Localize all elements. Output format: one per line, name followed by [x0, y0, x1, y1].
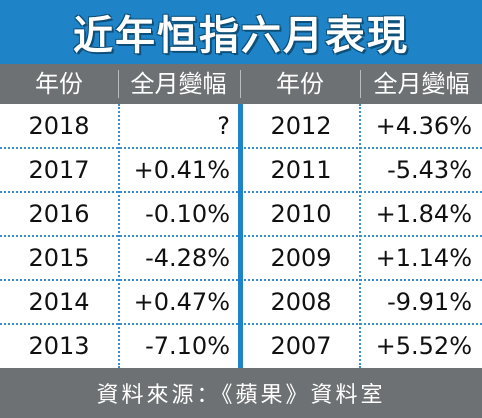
year-cell: 2011	[270, 156, 332, 184]
header-change-right: 全月變幅	[373, 70, 470, 98]
year-cell: 2015	[28, 244, 90, 272]
change-cell: +0.41%	[133, 156, 230, 184]
table-body: 2018? 2012 +4.36% 2017 +0.41% 2011 -5.43% 2016 -…	[0, 104, 482, 368]
change-cell: +0.47%	[133, 288, 230, 316]
header-divider	[240, 70, 241, 98]
header-year-left: 年份	[35, 70, 83, 98]
table-row: 2014 +0.47% 2008 -9.91%	[0, 280, 482, 324]
table-row: 2015 -4.28% 2009 +1.14%	[0, 236, 482, 280]
footer-bar: 資料來源：《蘋果》資料室	[0, 368, 482, 418]
table-row: 2013 -7.10% 2007 +5.52%	[0, 324, 482, 368]
year-cell: 2009	[270, 244, 332, 272]
chart-title: 近年恒指六月表現	[73, 13, 409, 59]
change-cell: -5.43%	[387, 156, 472, 184]
year-cell: 2018	[28, 112, 90, 140]
year-cell: 2008	[270, 288, 332, 316]
column-divider	[118, 104, 120, 368]
year-cell: 2017	[28, 156, 90, 184]
table-row: 2017 +0.41% 2011 -5.43%	[0, 148, 482, 192]
year-cell: 2016	[28, 200, 90, 228]
year-cell: 2010	[270, 200, 332, 228]
change-cell: -0.10%	[145, 200, 230, 228]
center-divider	[238, 104, 243, 368]
change-cell: -4.28%	[145, 244, 230, 272]
year-cell: 2007	[270, 332, 332, 360]
change-cell: +4.36%	[375, 112, 472, 140]
change-cell: ?	[217, 112, 230, 140]
header-change-left: 全月變幅	[130, 70, 227, 98]
year-cell: 2014	[28, 288, 90, 316]
table-header-row: 年份 全月變幅 年份 全月變幅	[0, 64, 482, 104]
table-row: 2018? 2012 +4.36%	[0, 104, 482, 148]
column-divider	[359, 104, 361, 368]
change-cell: -9.91%	[387, 288, 472, 316]
header-divider	[118, 70, 119, 98]
source-note: 資料來源：《蘋果》資料室	[96, 383, 386, 408]
table-row: 2016 -0.10% 2010 +1.84%	[0, 192, 482, 236]
change-cell: +1.84%	[375, 200, 472, 228]
change-cell: +5.52%	[375, 332, 472, 360]
change-cell: -7.10%	[145, 332, 230, 360]
header-year-right: 年份	[276, 70, 324, 98]
change-cell: +1.14%	[375, 244, 472, 272]
year-cell: 2012	[270, 112, 332, 140]
year-cell: 2013	[28, 332, 90, 360]
header-divider	[360, 70, 361, 98]
title-bar: 近年恒指六月表現	[0, 0, 482, 64]
